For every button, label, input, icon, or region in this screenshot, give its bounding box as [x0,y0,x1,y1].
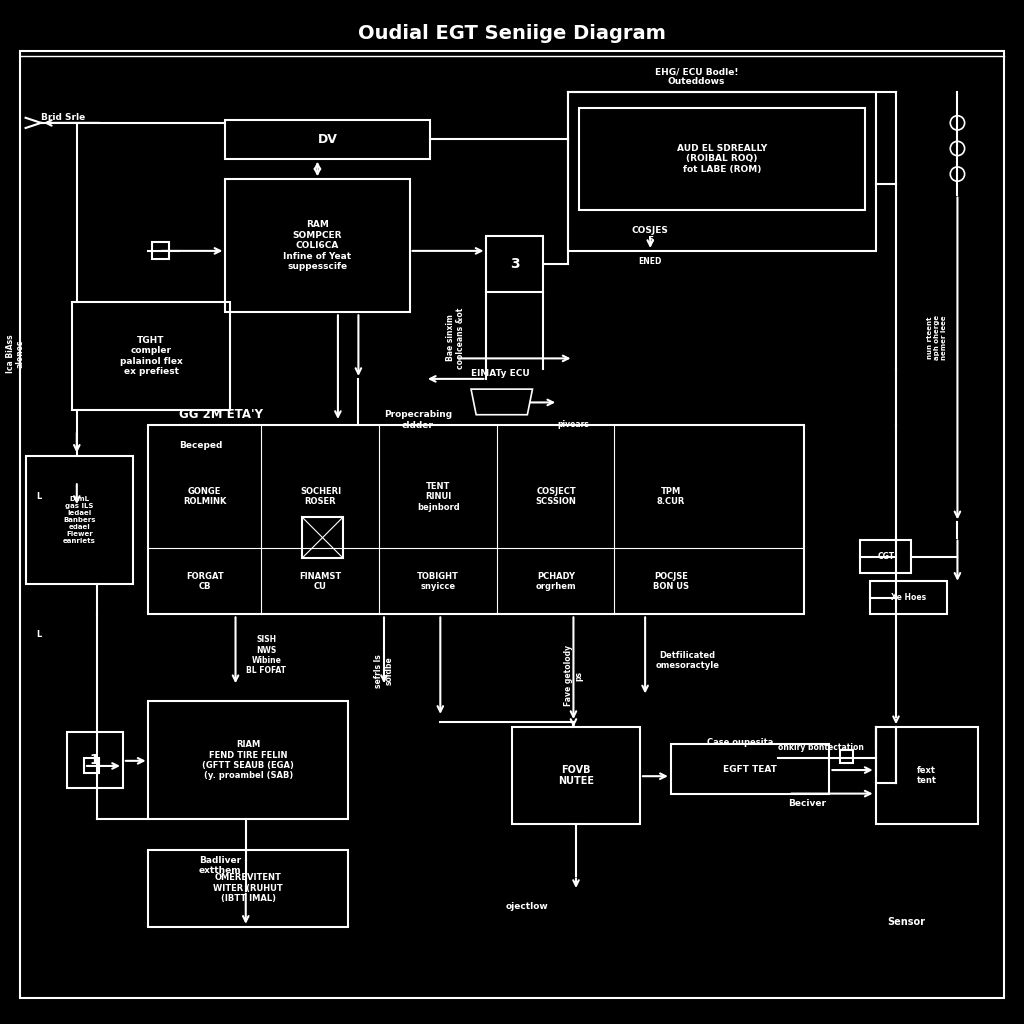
Text: GG 2M ETA'Y: GG 2M ETA'Y [179,409,263,421]
Bar [568,92,876,251]
Text: EHG/ ECU Bodle!
Outeddows: EHG/ ECU Bodle! Outeddows [654,68,738,86]
Bar [579,108,865,210]
Text: FORGAT
CB: FORGAT CB [186,572,223,591]
Text: GONGE
ROLMINK: GONGE ROLMINK [183,487,226,506]
Text: sefrls ls
soldbe: sefrls ls soldbe [375,654,393,687]
Text: ENED: ENED [639,257,662,265]
Bar [840,750,853,763]
Text: COSJECT
SCSSION: COSJECT SCSSION [536,487,577,506]
Bar [148,425,804,614]
Text: ElMATy ECU: ElMATy ECU [471,370,529,378]
Text: AUD EL SDREALLY
(ROIBAL ROQ)
fot LABE (ROM): AUD EL SDREALLY (ROIBAL ROQ) fot LABE (R… [677,143,767,174]
Bar [148,850,348,927]
Text: L: L [36,493,42,501]
Bar [72,302,230,410]
Text: SOCHERI
ROSER: SOCHERI ROSER [300,487,341,506]
Text: EGFT TEAT: EGFT TEAT [723,765,777,773]
Bar [671,744,829,794]
Text: DlmL
gas ILS
ledael
Banbers
edael
Flewer
eanriets: DlmL gas ILS ledael Banbers edael Flewer… [62,496,96,544]
Text: L: L [36,631,42,639]
Text: Propecrabing
cldder: Propecrabing cldder [384,411,453,429]
Text: TGHT
compler
palainol flex
ex prefiest: TGHT compler palainol flex ex prefiest [120,336,182,376]
Text: Sensor: Sensor [887,916,926,927]
Bar [512,727,640,824]
Text: TOBIGHT
snyicce: TOBIGHT snyicce [418,572,459,591]
Text: Fave getolody
ps: Fave getolody ps [564,645,583,707]
Text: pivears: pivears [557,421,590,429]
Bar [84,758,99,773]
Text: Detfilicated
omesoractyle: Detfilicated omesoractyle [655,651,719,670]
Text: COSJES
5: COSJES 5 [632,226,669,245]
Text: DV: DV [317,133,338,145]
Bar [860,540,911,573]
Text: Beceped: Beceped [179,441,222,450]
Text: TPM
8.CUR: TPM 8.CUR [656,487,685,506]
Text: Ica BiAss
alones: Ica BiAss alones [6,334,25,373]
Text: PCHADY
orgrhem: PCHADY orgrhem [536,572,577,591]
Bar [870,581,947,614]
Text: POCJSE
BON US: POCJSE BON US [652,572,689,591]
Bar [486,236,543,292]
Text: nun rteent
aph oherge
nemer leee: nun rteent aph oherge nemer leee [927,315,947,360]
Bar [225,179,410,312]
Text: RAM
SOMPCER
COLI6CA
Infine of Yeat
suppesscife: RAM SOMPCER COLI6CA Infine of Yeat suppe… [284,220,351,271]
Bar [148,701,348,819]
Bar [67,732,123,788]
Text: Case oupesita: Case oupesita [707,738,773,746]
Text: onkiry bontectation: onkiry bontectation [778,743,864,752]
Bar [152,242,169,259]
Bar [876,727,978,824]
Text: FOVB
NUTEE: FOVB NUTEE [558,765,594,786]
Text: Bae sinxim
coolceans &ot: Bae sinxim coolceans &ot [446,307,465,369]
Text: RIAM
FEND TIRE FELIN
(GFTT SEAUB (EGA)
(y. proambel (SAB): RIAM FEND TIRE FELIN (GFTT SEAUB (EGA) (… [203,740,294,780]
Text: ojectlow: ojectlow [506,902,549,910]
Text: 3: 3 [510,257,519,270]
Text: SISH
NWS
Wibine
BL FOFAT: SISH NWS Wibine BL FOFAT [246,635,287,676]
Bar [302,517,343,558]
Text: TENT
RINUI
bejnbord: TENT RINUI bejnbord [417,481,460,512]
Text: Xe Hoes: Xe Hoes [891,593,927,602]
Text: FINAMST
CU: FINAMST CU [299,572,342,591]
Text: Badliver
extthem: Badliver extthem [199,856,242,874]
Text: OMEREVITENT
WITER (RUHUT
(IBTT IMAL): OMEREVITENT WITER (RUHUT (IBTT IMAL) [213,873,284,903]
Text: CGT: CGT [878,552,894,561]
Text: Brid Srle: Brid Srle [41,114,85,122]
Text: fext
tent: fext tent [916,766,937,785]
Text: 1: 1 [90,754,99,767]
Text: Beciver: Beciver [788,800,826,808]
Bar [26,456,133,584]
Text: Oudial EGT Seniige Diagram: Oudial EGT Seniige Diagram [358,25,666,43]
Bar [225,120,430,159]
